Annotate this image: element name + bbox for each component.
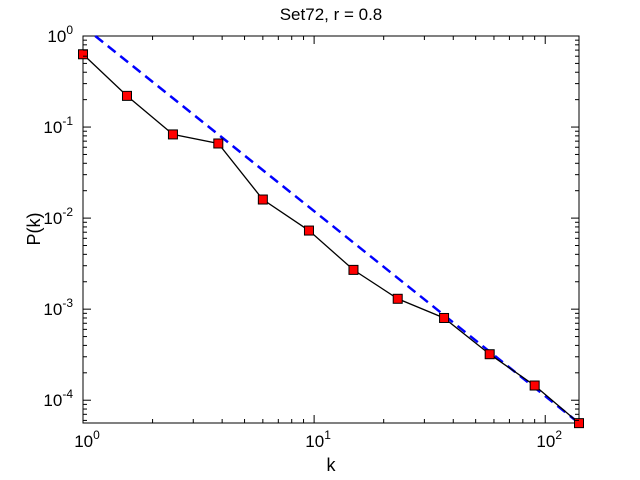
tick-label-exponent: 2 (555, 428, 562, 442)
data-line (82, 53, 580, 424)
data-point-marker (213, 138, 224, 149)
tick-label-exponent: 0 (93, 428, 100, 442)
tick-label-base: 10 (43, 391, 62, 410)
data-point-marker (439, 312, 450, 323)
tick-label-exponent: -3 (62, 296, 73, 310)
tick-label-base: 10 (305, 432, 324, 451)
data-point-marker (167, 129, 178, 140)
data-point-marker (78, 49, 88, 60)
tick-label-base: 10 (74, 432, 93, 451)
y-axis-label: P(k) (24, 213, 44, 246)
tick-label-base: 10 (43, 300, 62, 319)
data-point-marker (257, 194, 268, 205)
tick-label-exponent: 1 (324, 428, 331, 442)
data-point-marker (348, 264, 359, 275)
fit-line (94, 35, 580, 425)
tick-label-base: 10 (43, 209, 62, 228)
tick-label-base: 10 (43, 118, 62, 137)
chart-title: Set72, r = 0.8 (280, 5, 383, 24)
tick-label-base: 10 (536, 432, 555, 451)
y-tick-label: 10-4 (43, 387, 73, 410)
x-tick-label: 101 (305, 428, 331, 451)
y-tick-label: 10-3 (43, 296, 73, 319)
x-tick-label: 102 (536, 428, 562, 451)
y-tick-label: 10-1 (43, 114, 73, 137)
tick-label-exponent: -1 (62, 114, 73, 128)
data-point-marker (121, 90, 132, 101)
tick-label-exponent: -4 (62, 387, 73, 401)
x-axis-label: k (327, 455, 337, 475)
tick-label-base: 10 (47, 27, 66, 46)
tick-label-exponent: 0 (66, 23, 73, 37)
data-point-marker (484, 349, 495, 360)
data-point-marker (529, 380, 540, 391)
y-tick-label: 10-2 (43, 205, 73, 228)
data-point-marker (574, 418, 584, 429)
data-point-marker (303, 225, 314, 236)
data-point-marker (392, 293, 403, 304)
series-layer (78, 35, 584, 429)
y-tick-label: 100 (47, 23, 73, 46)
x-tick-label: 100 (74, 428, 100, 451)
tick-label-exponent: -2 (62, 205, 73, 219)
